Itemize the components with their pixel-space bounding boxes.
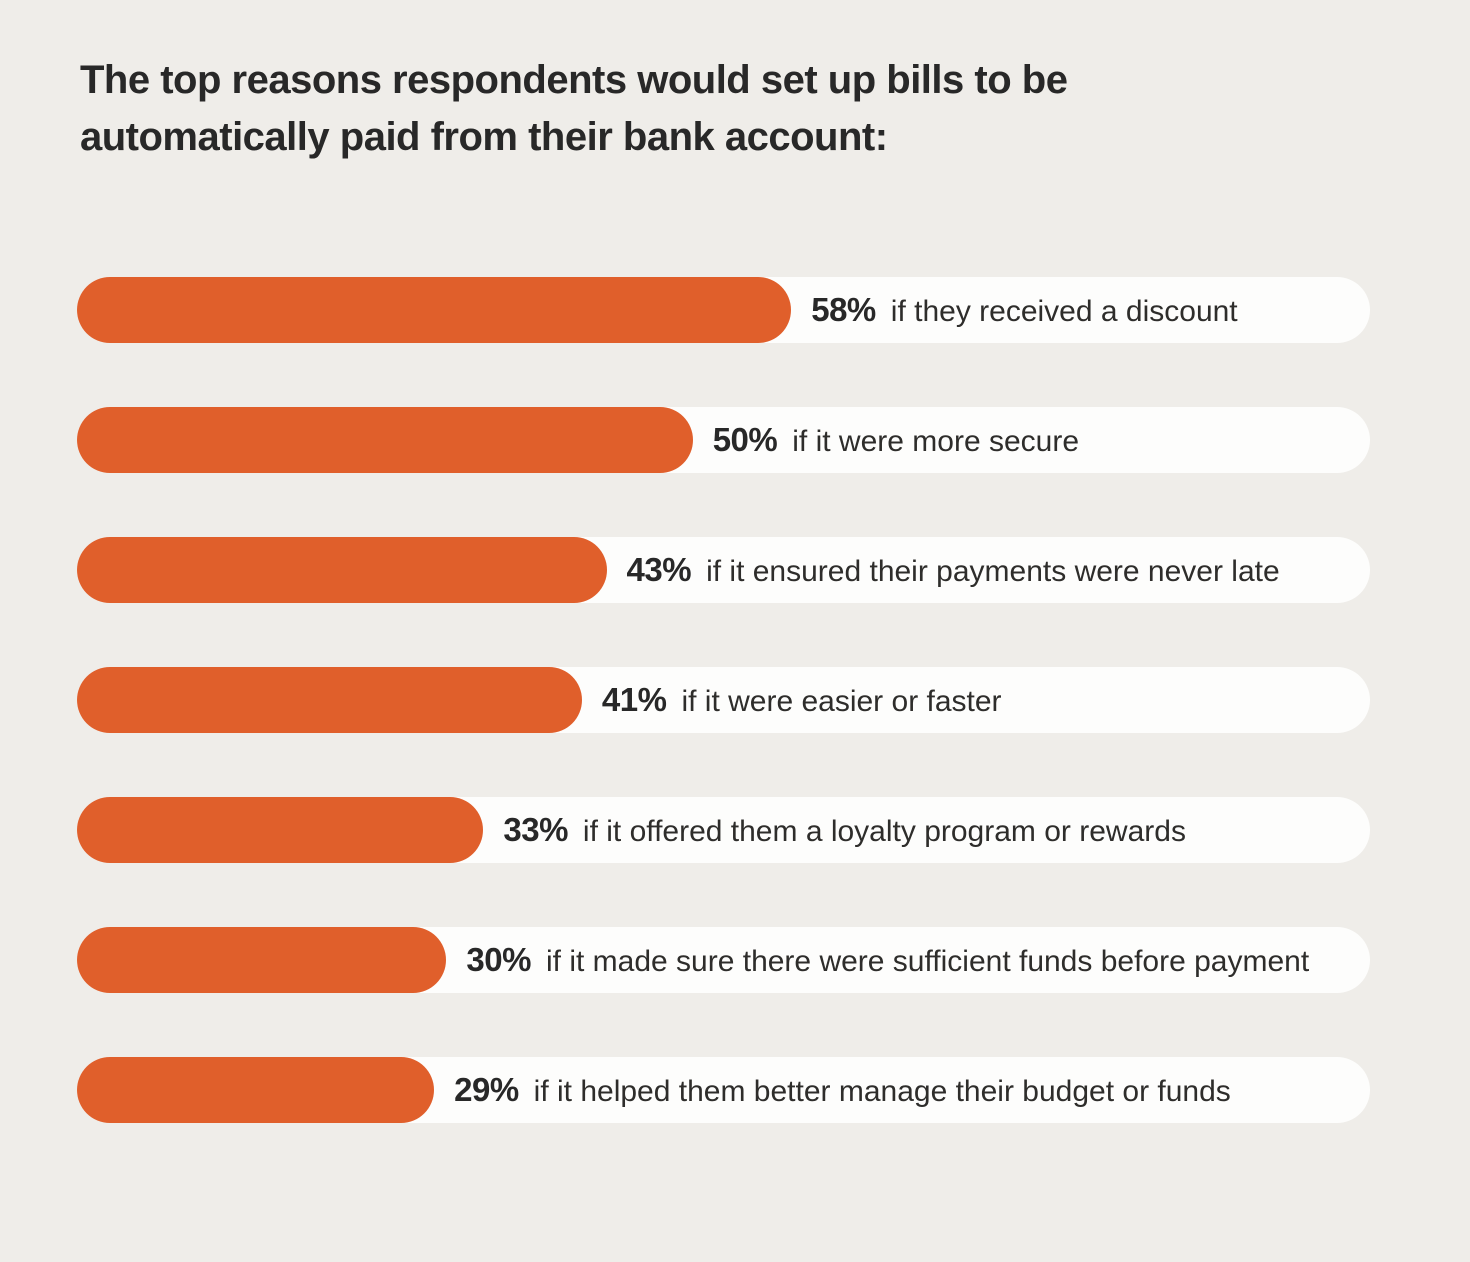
chart-title: The top reasons respondents would set up… [80, 58, 1068, 159]
bar-row: 29% if it helped them better manage thei… [77, 1057, 1370, 1123]
bar-fill [77, 1057, 435, 1123]
bar-row: 30% if it made sure there were sufficien… [77, 927, 1370, 993]
bar-text: 43% if it ensured their payments were ne… [627, 551, 1280, 589]
bar-category-label: if it helped them better manage their bu… [533, 1075, 1231, 1108]
bar-fill [77, 407, 693, 473]
bar-text: 50% if it were more secure [713, 421, 1079, 459]
bar-fill [77, 277, 792, 343]
bar-text: 41% if it were easier or faster [602, 681, 1002, 719]
bar-value-label: 30% [466, 941, 531, 978]
bar-value-label: 58% [811, 291, 876, 328]
bar-category-label: if it offered them a loyalty program or … [582, 815, 1186, 848]
bar-text: 58% if they received a discount [811, 291, 1237, 329]
bar-chart: 58% if they received a discount 50% if i… [77, 277, 1370, 1187]
bar-row: 41% if it were easier or faster [77, 667, 1370, 733]
bar-row: 50% if it were more secure [77, 407, 1370, 473]
bar-fill [77, 667, 582, 733]
bar-text: 30% if it made sure there were sufficien… [466, 941, 1309, 979]
bar-category-label: if it were easier or faster [681, 685, 1002, 718]
bar-value-label: 50% [712, 421, 778, 458]
bar-category-label: if it were more secure [792, 425, 1080, 458]
bar-value-label: 33% [503, 811, 568, 848]
bar-row: 33% if it offered them a loyalty program… [77, 797, 1370, 863]
bar-category-label: if it ensured their payments were never … [706, 555, 1280, 588]
bar-category-label: if it made sure there were sufficient fu… [545, 945, 1310, 978]
bar-fill [77, 537, 607, 603]
bar-text: 33% if it offered them a loyalty program… [503, 811, 1186, 849]
bar-row: 58% if they received a discount [77, 277, 1370, 343]
bar-row: 43% if it ensured their payments were ne… [77, 537, 1370, 603]
bar-fill [77, 797, 484, 863]
bar-value-label: 43% [626, 551, 692, 588]
bar-text: 29% if it helped them better manage thei… [454, 1071, 1231, 1109]
bar-category-label: if they received a discount [890, 295, 1238, 328]
bar-fill [77, 927, 447, 993]
bar-value-label: 41% [601, 681, 667, 718]
bar-value-label: 29% [454, 1071, 519, 1108]
